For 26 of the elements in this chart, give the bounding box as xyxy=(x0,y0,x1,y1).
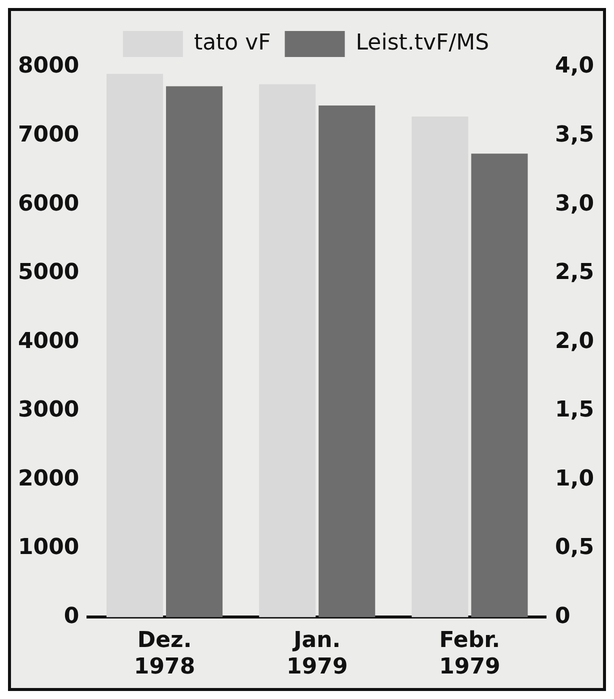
y2-tick-label: 3,0 xyxy=(555,191,594,216)
bar xyxy=(318,106,376,618)
y2-tick-label: 1,0 xyxy=(555,466,594,492)
y-tick-label: 2000 xyxy=(18,466,80,492)
y-tick-label: 1000 xyxy=(18,535,80,560)
y-tick-label: 0 xyxy=(64,604,80,629)
y-tick-label: 6000 xyxy=(18,191,80,216)
bar xyxy=(166,86,223,618)
y-tick-label: 4000 xyxy=(18,328,80,354)
x-tick-label: Dez. 1978 xyxy=(134,628,196,680)
y-tick-label: 7000 xyxy=(18,122,80,148)
bar xyxy=(471,154,528,618)
y-tick-label: 5000 xyxy=(18,260,80,286)
y2-tick-label: 2,0 xyxy=(555,328,594,354)
y-tick-label: 3000 xyxy=(18,398,80,423)
y2-tick-label: 0 xyxy=(555,604,570,629)
y2-tick-label: 2,5 xyxy=(555,260,594,286)
y2-tick-label: 3,5 xyxy=(555,122,594,148)
legend-label: tato vF xyxy=(194,30,271,56)
legend-label: Leist.tvF/MS xyxy=(356,30,490,56)
x-tick-label: Jan. 1979 xyxy=(286,628,348,680)
y2-tick-label: 4,0 xyxy=(555,54,594,79)
y2-tick-label: 1,5 xyxy=(555,398,594,423)
y-tick-label: 8000 xyxy=(18,54,80,79)
x-tick-label: Febr. 1979 xyxy=(439,628,500,680)
y2-tick-label: 0,5 xyxy=(555,535,594,560)
